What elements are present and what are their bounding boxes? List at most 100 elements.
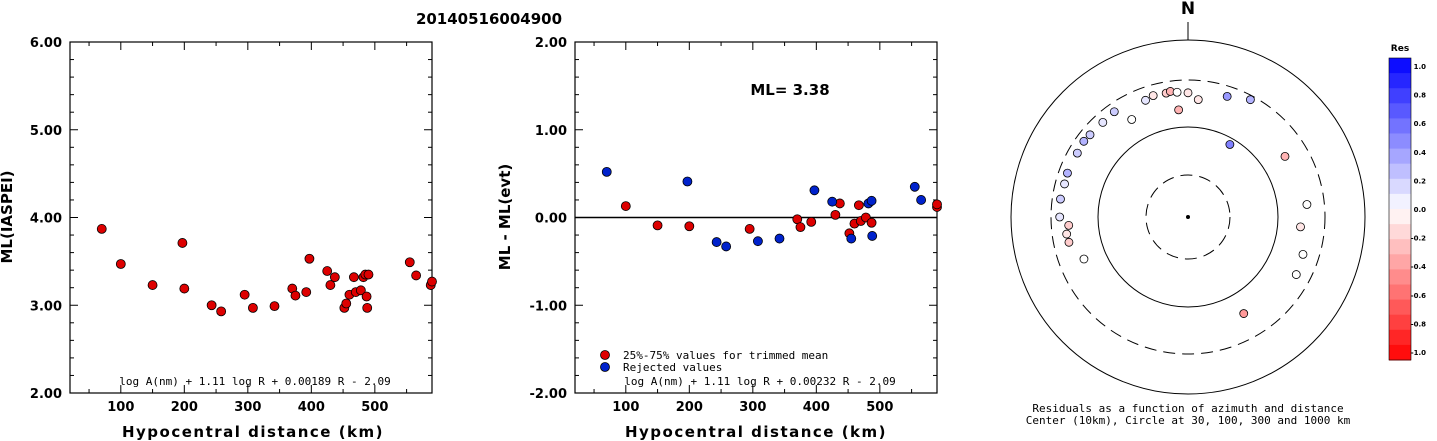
colorbar-cell (1389, 299, 1411, 316)
colorbar-tick-label: 0.6 (1414, 120, 1427, 128)
residual-point (1098, 117, 1108, 127)
colorbar-cell (1389, 284, 1411, 301)
colorbar-cell (1389, 73, 1411, 89)
data-point (620, 201, 631, 211)
data-point (795, 222, 806, 233)
y-tick-label: 5.00 (30, 124, 62, 139)
caption-line-2: Center (10km), Circle at 30, 100, 300 an… (1026, 414, 1351, 427)
colorbar-cell (1389, 148, 1411, 165)
circle-300km (1097, 126, 1279, 308)
ml-residual-panel: ML - ML(evt) Hypocentral distance (km) M… (496, 36, 942, 441)
colorbar-tick-label: -0.8 (1411, 320, 1426, 328)
data-point (348, 272, 359, 283)
data-point (361, 291, 372, 302)
figure-title: 20140516004900 (416, 10, 562, 28)
colorbar-tick-label: 0.8 (1414, 92, 1427, 100)
colorbar-tick-label: 0.0 (1414, 206, 1427, 214)
y-axis-label: ML - ML(evt) (496, 164, 514, 270)
data-point (932, 199, 942, 210)
residual-point (1291, 270, 1301, 279)
data-point (744, 224, 755, 234)
residual-point (1063, 168, 1072, 178)
legend-marker-trimmed (600, 350, 610, 360)
rejected-point (916, 195, 927, 205)
residual-point (1141, 95, 1150, 105)
colorbar-cell (1389, 254, 1411, 270)
rejected-point (721, 241, 732, 252)
north-label: N (1181, 0, 1195, 19)
data-point (411, 270, 422, 281)
rejected-point (774, 233, 785, 244)
colorbar-cell (1389, 103, 1411, 119)
rejected-point (866, 195, 877, 206)
data-point (96, 224, 107, 234)
colorbar-cell (1389, 314, 1411, 331)
data-point (290, 290, 301, 301)
residual-point (1079, 136, 1089, 146)
data-point (269, 301, 280, 312)
data-point (830, 209, 841, 220)
data-point (206, 300, 217, 311)
data-point (404, 257, 415, 268)
x-tick-label: 200 (676, 400, 703, 415)
colorbar-cell (1389, 58, 1411, 74)
residual-point (1064, 237, 1074, 247)
data-point (322, 266, 333, 276)
data-point (216, 306, 227, 317)
formula-text: log A(nm) + 1.11 log R + 0.00189 R - 2.0… (119, 375, 391, 388)
residual-point (1239, 309, 1249, 318)
residual-point (1172, 87, 1182, 97)
ml-iaspei-panel: ML(IASPEI) Hypocentral distance (km) log… (0, 36, 437, 441)
rejected-point (846, 233, 857, 244)
colorbar-tick-label: 1.0 (1414, 63, 1427, 71)
y-tick-label: 2.00 (535, 36, 567, 51)
x-tick-label: 500 (361, 400, 388, 415)
rejected-point (601, 166, 612, 177)
data-point (325, 280, 336, 290)
colorbar-cell (1389, 88, 1411, 104)
y-tick-label: 0.00 (535, 212, 567, 227)
data-point (806, 216, 817, 227)
residual-point (1064, 220, 1074, 230)
y-axis-label: ML(IASPEI) (0, 170, 16, 263)
colorbar-cell (1389, 209, 1411, 225)
data-point (179, 283, 190, 294)
data-point (341, 298, 352, 309)
colorbar-tick-label: -0.6 (1411, 292, 1426, 300)
residual-point (1225, 140, 1235, 149)
legend-label-trimmed: 25%-75% values for trimmed mean (623, 349, 828, 362)
rejected-point (909, 181, 920, 192)
x-tick-label: 400 (298, 400, 325, 415)
data-point (355, 285, 366, 296)
azimuth-distance-panel: N Residuals as a function of azimuth and… (1010, 0, 1366, 427)
center-dot (1186, 215, 1190, 219)
y-tick-label: 4.00 (30, 212, 62, 227)
circle-100km (1145, 174, 1231, 260)
x-tick-label: 100 (107, 400, 134, 415)
colorbar-cell (1389, 329, 1411, 346)
data-point (248, 302, 258, 313)
ml-annotation: ML= 3.38 (750, 81, 829, 99)
colorbar-frame (1388, 57, 1412, 361)
residual-point (1183, 88, 1193, 98)
residual-point (1296, 222, 1305, 232)
rejected-point (711, 237, 722, 247)
x-axis-label: Hypocentral distance (km) (122, 423, 384, 441)
x-tick-label: 500 (866, 400, 893, 415)
circle-1000km (1050, 79, 1326, 355)
data-point (652, 220, 663, 231)
colorbar-cell (1389, 178, 1411, 195)
colorbar-tick-label: 0.2 (1414, 177, 1427, 185)
residual-point (1055, 212, 1065, 222)
colorbar-cell (1389, 133, 1411, 150)
x-tick-label: 300 (739, 400, 766, 415)
y-tick-label: -1.00 (530, 299, 567, 314)
data-point (301, 287, 312, 297)
data-point (866, 217, 877, 228)
data-point (853, 200, 864, 211)
residual-point (1148, 91, 1158, 101)
y-tick-label: -2.00 (530, 387, 567, 402)
x-tick-label: 400 (803, 400, 830, 415)
residual-point (1060, 179, 1069, 189)
